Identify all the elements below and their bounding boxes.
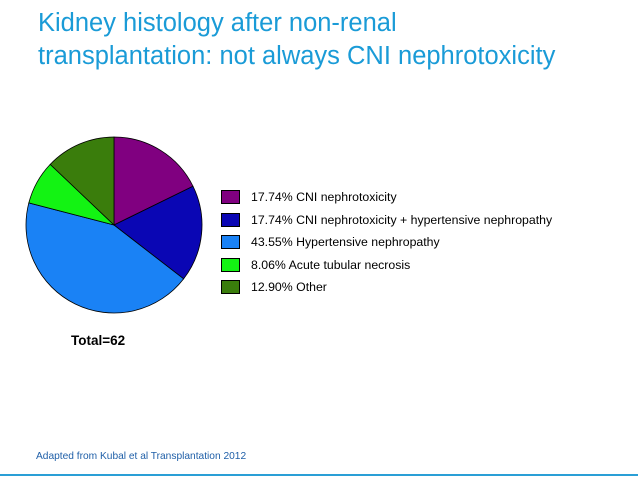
legend-label: 12.90% Other (251, 280, 327, 295)
legend-swatch (221, 212, 240, 227)
legend-item-5: 12.90% Other (221, 276, 552, 299)
title-line-1: Kidney histology after non-renal (38, 9, 397, 37)
pie-slice-3 (25, 202, 185, 314)
legend-label: 8.06% Acute tubular necrosis (251, 257, 411, 272)
legend-swatch (221, 190, 240, 205)
legend-label: 43.55% Hypertensive nephropathy (251, 235, 440, 250)
total-label: Total=62 (71, 333, 126, 348)
legend-swatch (221, 235, 240, 250)
pie-slice-2 (113, 185, 203, 280)
pie-slice-5 (49, 136, 115, 226)
slide-title: Kidney histology after non-renal transpl… (38, 7, 628, 73)
legend-swatch (221, 280, 240, 295)
legend-item-2: 17.74% CNI nephrotoxicity + hypertensive… (221, 209, 552, 232)
bottom-divider (0, 474, 638, 476)
legend-label: 17.74% CNI nephrotoxicity + hypertensive… (251, 212, 553, 227)
title-line-2: transplantation: not always CNI nephroto… (38, 42, 556, 70)
legend-swatch (221, 257, 240, 272)
legend-label: 17.74% CNI nephrotoxicity (251, 190, 397, 205)
legend-item-4: 8.06% Acute tubular necrosis (221, 254, 552, 277)
legend-item-3: 43.55% Hypertensive nephropathy (221, 231, 552, 254)
source-citation: Adapted from Kubal et al Transplantation… (36, 451, 247, 462)
chart-legend: 17.74% CNI nephrotoxicity 17.74% CNI neph… (221, 186, 552, 299)
legend-item-1: 17.74% CNI nephrotoxicity (221, 186, 552, 209)
pie-slice-1 (113, 136, 194, 226)
